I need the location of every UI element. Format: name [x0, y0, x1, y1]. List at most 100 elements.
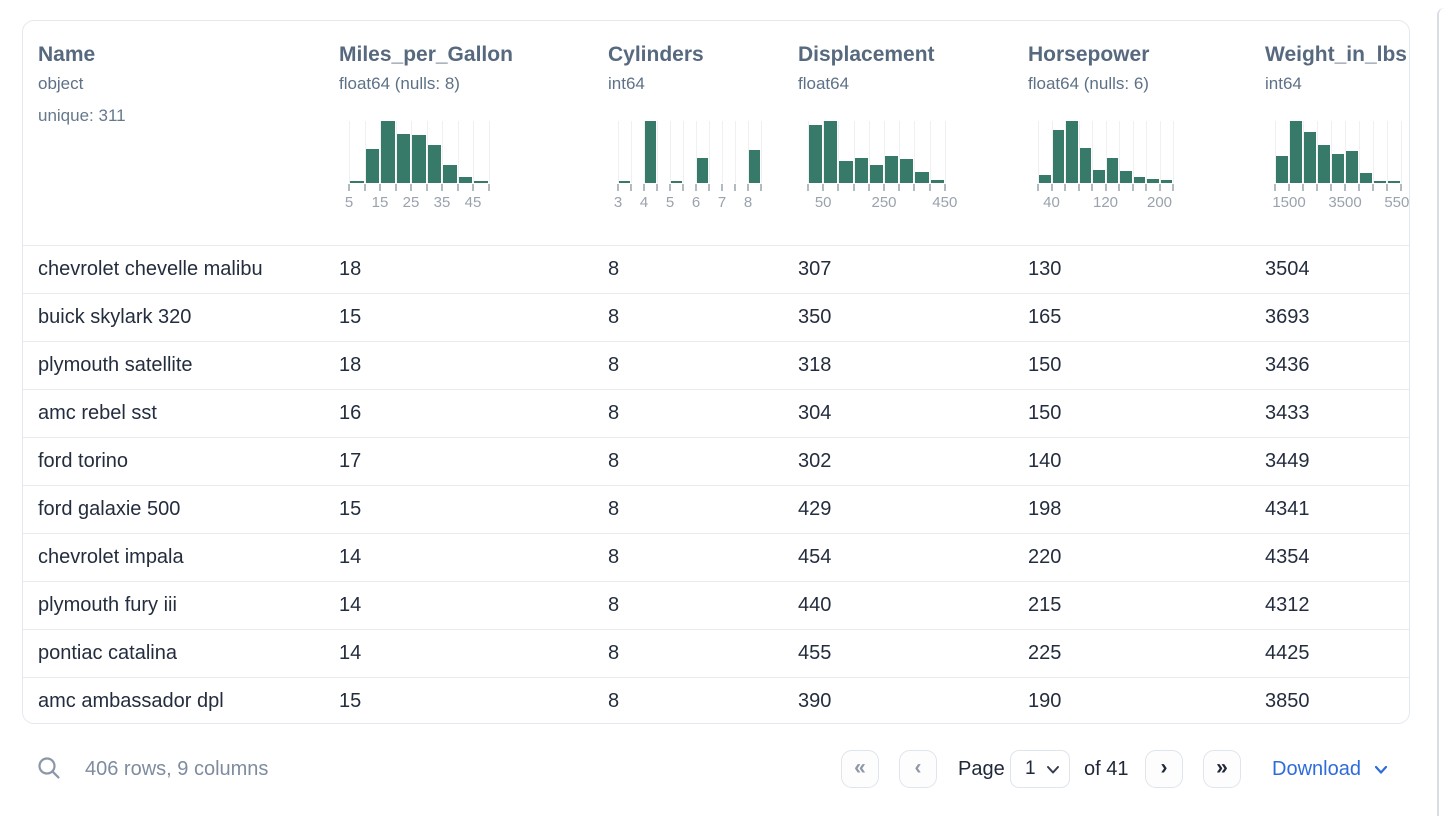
histogram-tick [928, 184, 931, 191]
table-row[interactable]: amc rebel sst 16 8 304 150 3433 [23, 389, 1409, 437]
histogram-tick [441, 184, 443, 191]
histogram-gridline [1289, 121, 1290, 183]
histogram-tick [1091, 184, 1093, 191]
column-header-name[interactable]: Name object unique: 311 [38, 21, 126, 126]
page-select-value: 1 [1025, 758, 1036, 779]
table-row[interactable]: buick skylark 320 15 8 350 165 3693 [23, 293, 1409, 341]
histogram-gridline [670, 121, 671, 183]
histogram-tick-label: 3500 [1328, 194, 1362, 211]
histogram-tick [379, 184, 381, 191]
first-page-button[interactable]: « [841, 750, 879, 788]
column-header-miles-per-gallon[interactable]: Miles_per_Gallon float64 (nulls: 8) 5 15 25 3… [339, 21, 513, 211]
cell-miles-per-gallon: 18 [339, 354, 362, 376]
histogram-tick-label: 200 [1146, 194, 1173, 211]
histogram-gridline [1159, 121, 1161, 183]
column-header-weight-in-lbs[interactable]: Weight_in_lbs int64 1500 3500 5500 [1265, 21, 1409, 211]
histogram-tick [1104, 184, 1107, 191]
histogram-tick [943, 184, 946, 191]
table-row[interactable]: amc ambassador dpl 15 8 390 190 3850 [23, 677, 1409, 723]
histogram-tick [721, 184, 723, 191]
cell-horsepower: 215 [1028, 594, 1062, 616]
histogram-bar [915, 171, 929, 183]
column-title: Horsepower [1028, 43, 1150, 66]
column-dtype: float64 (nulls: 8) [339, 74, 460, 93]
histogram-gridline [1051, 121, 1053, 183]
histogram-tick [1316, 184, 1318, 191]
cell-weight-in-lbs: 3850 [1265, 690, 1310, 712]
cell-cylinders: 8 [608, 642, 620, 664]
last-page-button[interactable]: » [1203, 750, 1241, 788]
histogram-bar [1093, 169, 1105, 183]
cell-weight-in-lbs: 3433 [1265, 402, 1310, 424]
histogram-tick-label: 25 [402, 194, 420, 211]
table-row[interactable]: chevrolet impala 14 8 454 220 4354 [23, 533, 1409, 581]
cell-name: amc rebel sst [38, 402, 157, 424]
column-histogram: 50 250 450 [807, 121, 957, 212]
histogram-tick-labels: 40 120 200 [1038, 192, 1173, 212]
histogram-gridline [761, 121, 762, 183]
prev-page-button[interactable]: ‹ [899, 750, 937, 788]
table-row[interactable]: pontiac catalina 14 8 455 225 4425 [23, 629, 1409, 677]
histogram-gridline [1105, 121, 1107, 183]
histogram-gridline [914, 121, 916, 183]
histogram-tick [837, 184, 840, 191]
histogram-axis [348, 183, 490, 192]
histogram-gridline [808, 121, 809, 183]
column-header-horsepower[interactable]: Horsepower float64 (nulls: 6) 40 120 200 [1028, 21, 1174, 211]
cell-miles-per-gallon: 14 [339, 594, 362, 616]
histogram-gridline [838, 121, 840, 183]
column-title: Displacement [798, 43, 935, 66]
cell-displacement: 390 [798, 690, 832, 712]
histogram-gridline [748, 121, 749, 183]
cell-horsepower: 190 [1028, 690, 1062, 712]
histogram-tick-label: 250 [871, 194, 897, 211]
histogram-tick [363, 184, 366, 191]
column-header-displacement[interactable]: Displacement float64 50 250 450 [798, 21, 957, 211]
histogram-gridline [1387, 121, 1388, 183]
histogram-gridline [644, 121, 645, 183]
histogram-tick-label: 35 [433, 194, 451, 211]
cell-name: ford torino [38, 450, 129, 472]
cell-weight-in-lbs: 3449 [1265, 450, 1310, 472]
cell-weight-in-lbs: 4312 [1265, 594, 1310, 616]
column-dtype: float64 (nulls: 6) [1028, 74, 1149, 93]
histogram-bar [869, 165, 883, 183]
histogram-tick [630, 184, 632, 191]
next-page-button[interactable]: › [1145, 750, 1183, 788]
histogram-tick-label: 50 [814, 194, 832, 211]
histogram-gridline [631, 121, 632, 183]
histogram-gridline [1359, 121, 1360, 183]
histogram-bar [350, 181, 364, 183]
cell-displacement: 318 [798, 354, 832, 376]
histogram-tick [487, 184, 490, 191]
histogram-tick [898, 184, 901, 191]
cell-weight-in-lbs: 3693 [1265, 306, 1310, 328]
histogram-bar [697, 157, 708, 183]
table-row[interactable]: ford galaxie 500 15 8 429 198 4341 [23, 485, 1409, 533]
histogram-bar [427, 145, 441, 183]
histogram-gridline [457, 121, 459, 183]
histogram-plot [349, 121, 490, 183]
histogram-gridline [735, 121, 736, 183]
histogram-gridline [442, 121, 443, 183]
histogram-axis [617, 183, 762, 192]
table-row[interactable]: ford torino 17 8 302 140 3449 [23, 437, 1409, 485]
download-button[interactable]: Download [1272, 750, 1388, 788]
table-row[interactable]: chevrolet chevelle malibu 18 8 307 130 3504 [23, 245, 1409, 293]
search-icon[interactable] [36, 755, 63, 787]
histogram-gridline [944, 121, 946, 183]
histogram-gridline [395, 121, 397, 183]
histogram-bar [365, 148, 379, 183]
download-label: Download [1272, 758, 1361, 780]
cell-horsepower: 220 [1028, 546, 1062, 568]
histogram-gridline [899, 121, 901, 183]
histogram-tick [1050, 184, 1053, 191]
page-select[interactable]: 1 [1010, 750, 1070, 788]
histogram-tick [1077, 184, 1080, 191]
cell-horsepower: 150 [1028, 354, 1062, 376]
table-row[interactable]: plymouth satellite 18 8 318 150 3436 [23, 341, 1409, 389]
table-row[interactable]: plymouth fury iii 14 8 440 215 4312 [23, 581, 1409, 629]
histogram-gridline [1065, 121, 1066, 183]
column-header-cylinders[interactable]: Cylinders int64 3 4 5 6 7 8 [608, 21, 762, 211]
